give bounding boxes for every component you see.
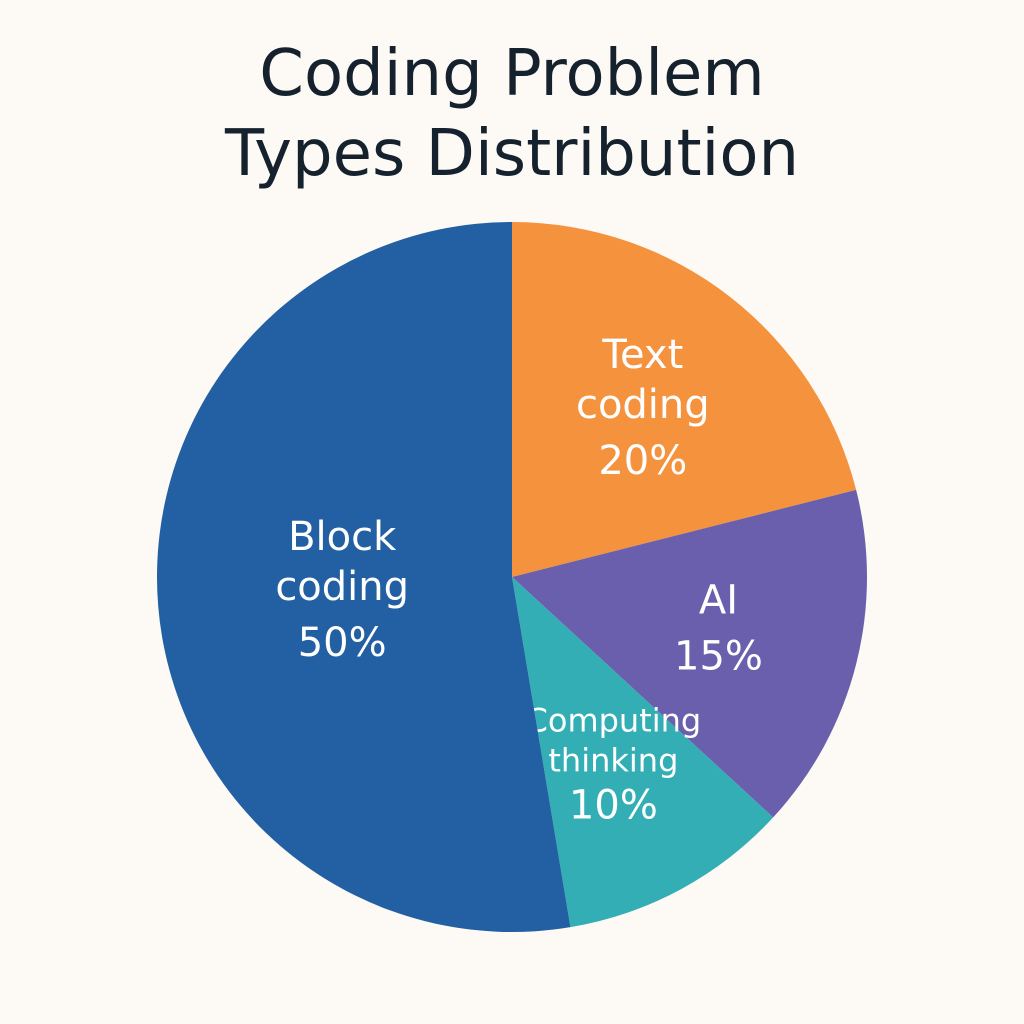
chart-title: Coding Problem Types Distribution bbox=[224, 37, 800, 191]
slice-label: Block coding bbox=[275, 514, 409, 610]
slice-label: Computing thinking bbox=[526, 702, 702, 780]
pie-slice bbox=[156, 222, 571, 932]
slice-value-label: 15% bbox=[674, 633, 763, 679]
pie-slice bbox=[512, 222, 857, 577]
slice-label: AI bbox=[699, 577, 738, 623]
pie-slice bbox=[512, 489, 867, 818]
slice-value-label: 50% bbox=[298, 620, 387, 666]
slice-value-label: 20% bbox=[598, 438, 687, 484]
slice-label: Text coding bbox=[576, 332, 710, 428]
slice-value-label: 10% bbox=[569, 783, 658, 829]
pie-slice bbox=[512, 577, 774, 928]
